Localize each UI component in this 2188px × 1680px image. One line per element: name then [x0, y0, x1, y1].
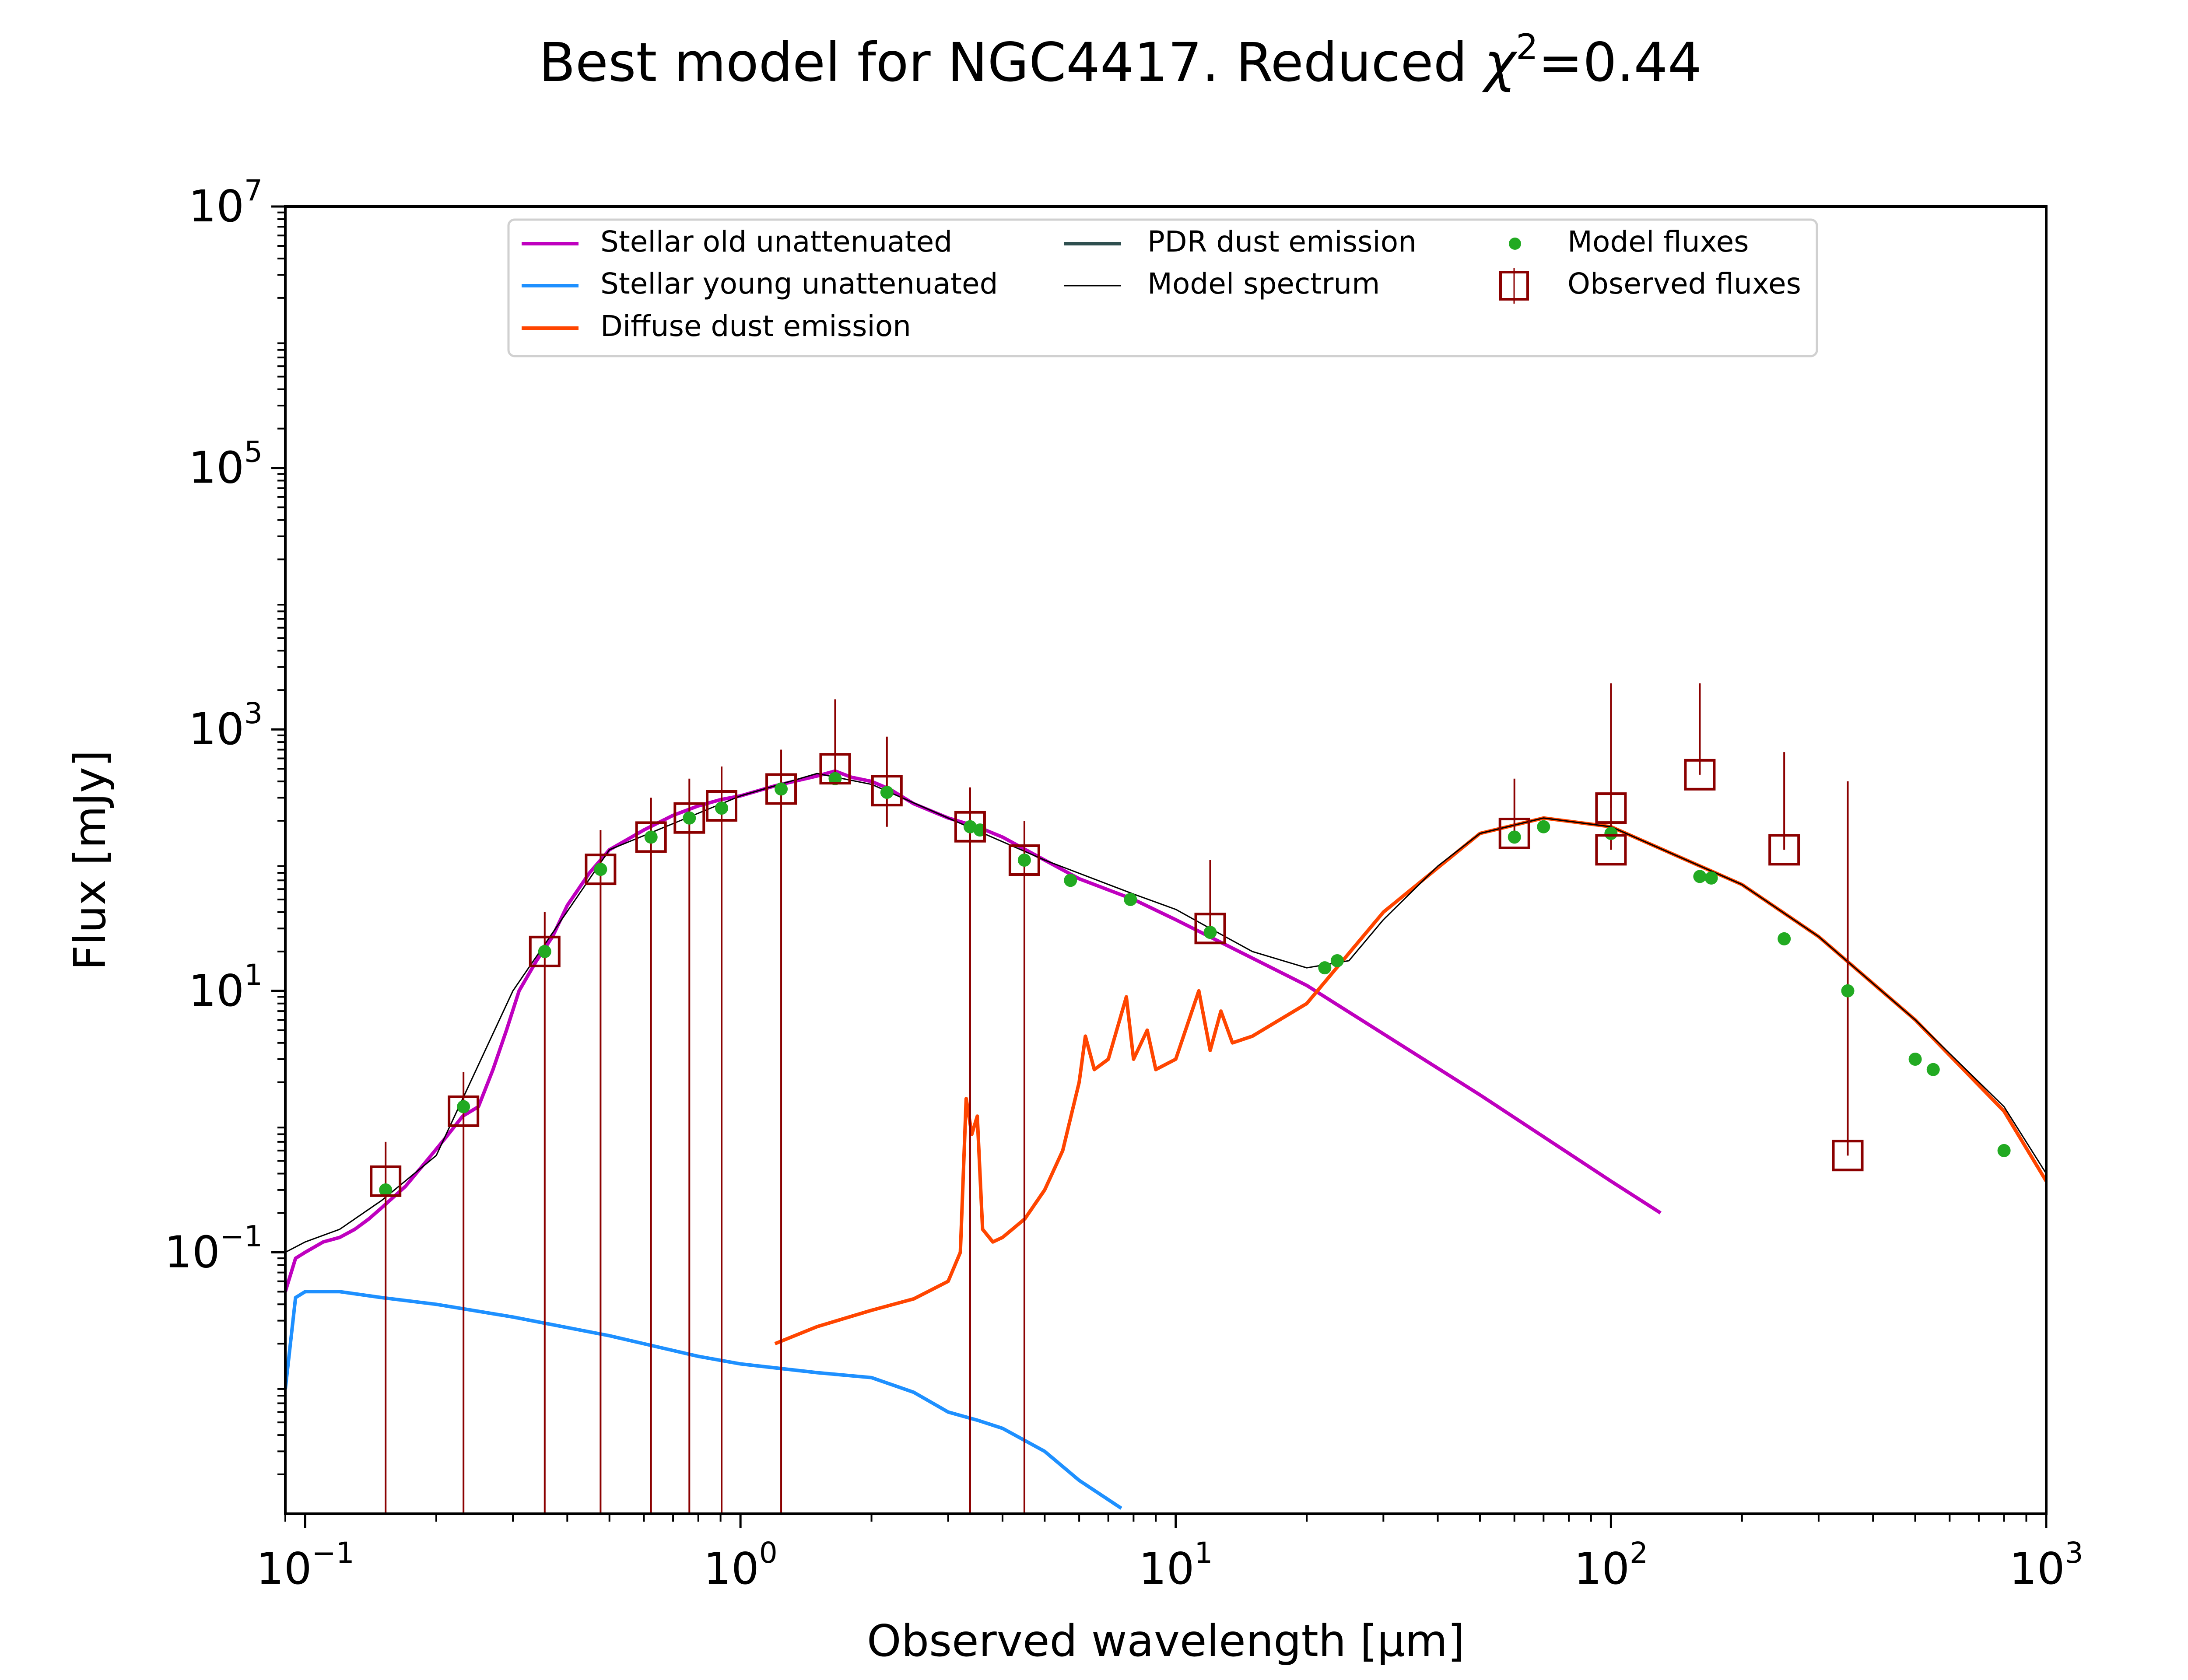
legend-label-diffuse-dust: Diffuse dust emission: [600, 309, 911, 343]
model-flux-point: [715, 802, 729, 815]
axes-layer: 10−1 100 101 102 103 10−1 101 103 105 107: [164, 174, 2083, 1594]
model-flux-point: [1017, 854, 1031, 867]
model-flux-point: [457, 1100, 470, 1113]
observed-flux-marker: [370, 1165, 402, 1197]
observed-flux-marker: [765, 773, 797, 805]
model-flux-point: [1704, 871, 1718, 885]
model-flux-point: [1841, 984, 1855, 998]
model-flux-point: [538, 945, 551, 958]
legend-label-stellar-old: Stellar old unattenuated: [600, 225, 952, 259]
model-flux-point: [1926, 1063, 1940, 1076]
plot-frame: [284, 205, 2048, 1515]
model-flux-point: [1318, 961, 1332, 975]
legend-label-pdr-dust: PDR dust emission: [1147, 225, 1417, 259]
series-layer: [285, 769, 2046, 1510]
model-flux-point: [594, 863, 607, 876]
observed-flux-marker: [1595, 792, 1627, 824]
x-tick-label: 10−1: [256, 1536, 354, 1594]
series-line-diffuse-dust: [774, 816, 2046, 1346]
observed-flux-marker: [1498, 818, 1530, 850]
model-flux-point: [1908, 1053, 1922, 1066]
legend-label-model-spectrum: Model spectrum: [1147, 267, 1380, 301]
model-flux-point: [1778, 932, 1791, 945]
observed-flux-marker: [673, 802, 705, 834]
model-flux-point: [379, 1183, 393, 1197]
legend-label-stellar-young: Stellar young unattenuated: [600, 267, 998, 301]
model-flux-point: [973, 823, 987, 837]
x-tick-label: 101: [1139, 1536, 1213, 1594]
observed-flux-marker: [1832, 1140, 1864, 1172]
x-tick-label: 103: [2009, 1536, 2083, 1594]
chart-title: Best model for NGC4417. Reduced χ2=0.44: [539, 27, 1702, 94]
series-line-stellar-old: [285, 769, 1662, 1292]
y-tick-label: 10−1: [164, 1219, 263, 1278]
legend: Stellar old unattenuated Stellar young u…: [507, 218, 1818, 357]
legend-label-observed-fluxes: Observed fluxes: [1567, 267, 1801, 301]
y-tick-label: 105: [189, 435, 263, 494]
observed-flux-marker: [448, 1095, 480, 1127]
model-flux-point: [1997, 1144, 2011, 1157]
y-tick-label: 103: [189, 696, 263, 755]
model-flux-point: [1537, 820, 1550, 833]
x-axis-label: Observed wavelength [μm]: [867, 1615, 1465, 1666]
y-tick-label: 101: [189, 958, 263, 1016]
model-flux-point: [880, 786, 894, 799]
observed-flux-marker: [954, 811, 986, 843]
model-flux-point: [1604, 827, 1618, 840]
observed-flux-marker: [1008, 844, 1040, 876]
y-axis-label: Flux [mJy]: [64, 750, 116, 970]
model-flux-point: [775, 782, 788, 796]
legend-swatch-model-fluxes: [1509, 238, 1521, 250]
y-tick-label: 107: [189, 174, 263, 232]
model-flux-point: [1508, 830, 1521, 844]
observed-flux-marker: [1595, 834, 1627, 866]
observed-flux-marker: [706, 790, 738, 822]
x-tick-label: 102: [1574, 1536, 1648, 1594]
observed-flux-marker: [1194, 913, 1226, 945]
model-flux-point: [1203, 926, 1217, 939]
observed-flux-marker: [1684, 759, 1716, 791]
model-flux-point: [683, 811, 696, 825]
model-flux-point: [1330, 954, 1344, 967]
model-flux-point: [1693, 870, 1707, 883]
points-layer: [370, 683, 2011, 1514]
legend-box: [507, 218, 1818, 357]
observed-flux-marker: [635, 821, 667, 853]
model-flux-point: [1064, 874, 1077, 887]
observed-flux-marker: [529, 935, 561, 967]
observed-flux-marker: [1768, 834, 1800, 866]
observed-flux-marker: [871, 775, 903, 807]
series-line-stellar-young: [285, 1290, 1122, 1510]
series-line-model-spectrum: [285, 773, 2046, 1253]
model-flux-point: [644, 830, 658, 844]
model-flux-point: [1124, 892, 1137, 906]
x-tick-label: 100: [704, 1536, 778, 1594]
legend-label-model-fluxes: Model fluxes: [1567, 225, 1749, 259]
observed-flux-marker: [819, 753, 851, 785]
observed-flux-marker: [585, 854, 617, 886]
